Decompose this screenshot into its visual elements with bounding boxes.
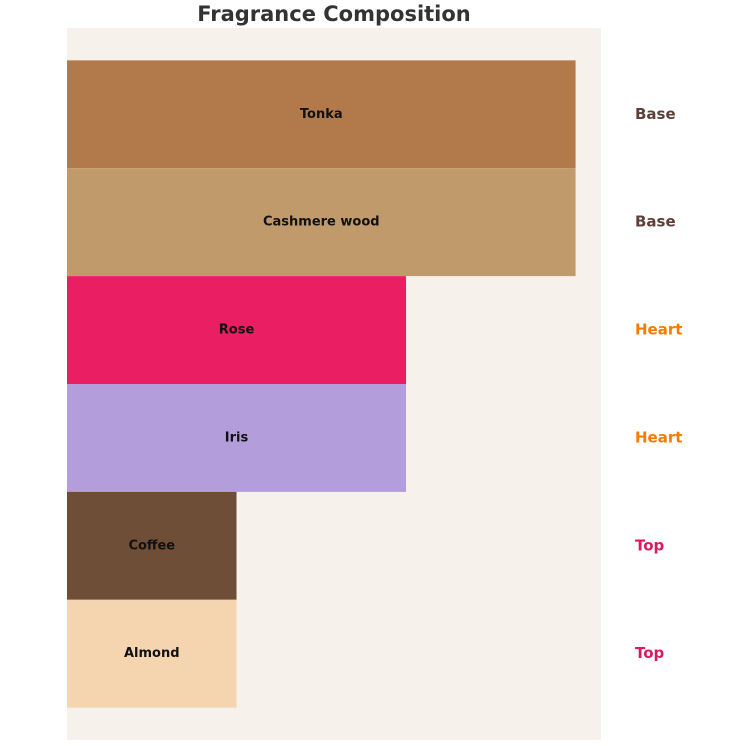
bar-label: Almond	[124, 646, 180, 661]
tier-label: Heart	[635, 428, 682, 446]
bar	[67, 168, 576, 277]
tier-label: Base	[635, 105, 676, 123]
tier-label: Top	[635, 644, 665, 662]
bar	[67, 276, 407, 384]
tier-label: Top	[635, 536, 665, 554]
tier-label: Heart	[635, 321, 682, 339]
chart-title: Fragrance Composition	[197, 2, 471, 26]
bar	[67, 60, 576, 169]
bar-label: Tonka	[300, 107, 343, 122]
bar-label: Iris	[225, 430, 249, 445]
bar	[67, 491, 237, 600]
bar	[67, 384, 407, 492]
bar-label: Cashmere wood	[263, 215, 380, 230]
bar-label: Rose	[219, 323, 255, 338]
bar	[67, 599, 237, 708]
bar-label: Coffee	[128, 538, 175, 553]
tier-label: Base	[635, 213, 676, 231]
